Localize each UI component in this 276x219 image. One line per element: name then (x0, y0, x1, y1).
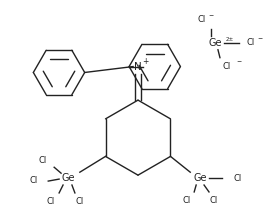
Text: −: − (258, 35, 263, 41)
Text: N: N (134, 62, 142, 72)
Text: Cl: Cl (246, 38, 255, 47)
Text: +: + (142, 57, 148, 66)
Text: Cl: Cl (234, 174, 242, 183)
Text: Ge: Ge (208, 38, 222, 48)
Text: 2±: 2± (226, 37, 234, 42)
Text: −: − (208, 13, 214, 18)
Text: Ge: Ge (193, 173, 207, 183)
Text: Cl: Cl (223, 62, 231, 71)
Text: Ge: Ge (61, 173, 75, 183)
Text: Cl: Cl (210, 196, 218, 205)
Text: Cl: Cl (38, 156, 46, 165)
Text: Cl: Cl (182, 196, 190, 205)
Text: Cl: Cl (197, 15, 205, 24)
Text: Cl: Cl (46, 197, 54, 206)
Text: Cl: Cl (29, 176, 38, 185)
Text: −: − (236, 58, 241, 63)
Text: Cl: Cl (76, 197, 84, 206)
